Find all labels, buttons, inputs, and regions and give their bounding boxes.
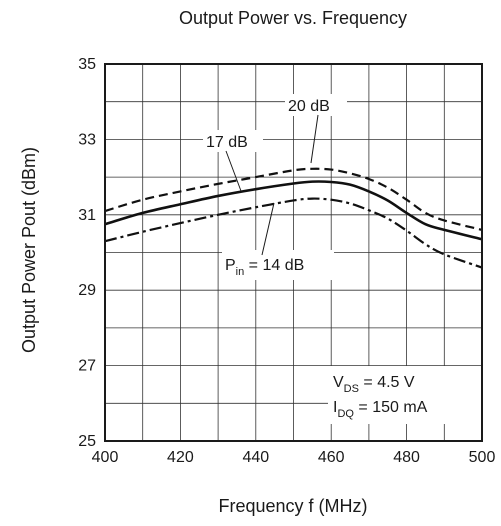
x-tick-label: 420 [167,449,194,466]
chart-title: Output Power vs. Frequency [179,8,407,28]
y-tick-label: 25 [78,433,96,450]
y-axis-label: Output Power Pout (dBm) [19,147,39,353]
x-tick-label: 480 [393,449,420,466]
y-tick-label: 35 [78,56,96,73]
x-tick-label: 460 [318,449,345,466]
label-17db: 17 dB [206,134,248,151]
y-tick-label: 27 [78,358,96,375]
leader-pin [262,203,274,255]
x-tick-label: 500 [469,449,496,466]
x-tick-label: 440 [242,449,269,466]
leader-17db [226,151,241,191]
x-tick-label: 400 [92,449,119,466]
x-axis-label: Frequency f (MHz) [218,496,367,516]
y-tick-label: 31 [78,207,96,224]
y-tick-label: 33 [78,131,96,148]
label-20db: 20 dB [288,98,330,115]
y-tick-label: 29 [78,282,96,299]
